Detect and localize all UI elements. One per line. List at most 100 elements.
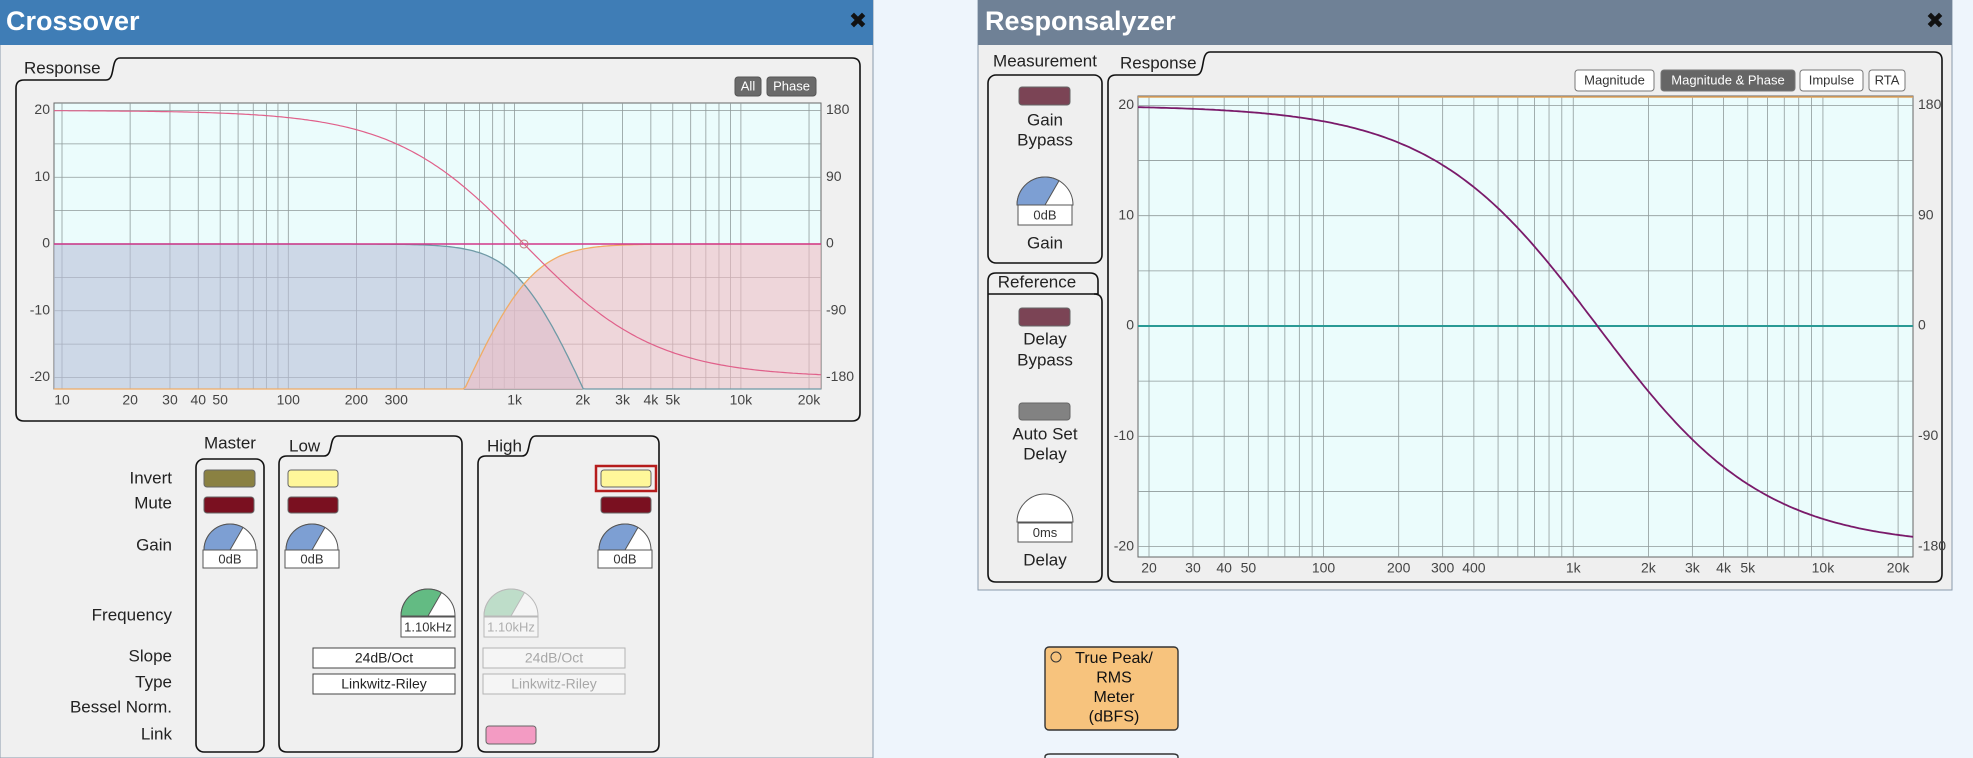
y2-tick-label: 0 [1918, 317, 1926, 333]
mute-button[interactable] [287, 496, 339, 514]
next-block-edge [1044, 753, 1179, 758]
highpass-area [54, 244, 821, 389]
title-bar [978, 0, 1952, 45]
x-tick-label: 300 [1431, 560, 1455, 576]
meter-block[interactable] [1044, 646, 1179, 731]
x-tick-label: 200 [1387, 560, 1411, 576]
view-tab[interactable] [1660, 69, 1796, 92]
delay-bypass-button[interactable] [1018, 307, 1071, 327]
y2-tick-label: -90 [1918, 427, 1938, 443]
label: Meter [1094, 689, 1136, 706]
view-button[interactable] [766, 76, 817, 97]
x-tick-label: 400 [1462, 560, 1486, 576]
x-tick-label: 2k [575, 392, 591, 408]
x-tick-label: 3k [615, 392, 631, 408]
y-tick-label: 20 [1118, 96, 1134, 112]
x-tick-label: 5k [1740, 560, 1756, 576]
knob-fill [1016, 176, 1060, 206]
knob-fill [400, 588, 443, 617]
value-text: Linkwitz-Riley [511, 676, 597, 692]
label: Gain [1027, 233, 1063, 252]
label: True Peak/ [1075, 650, 1153, 667]
x-tick-label: 20 [1141, 560, 1157, 576]
low-box [278, 435, 463, 753]
value-box [312, 673, 456, 695]
knob-fill [598, 523, 639, 551]
value-text: 0dB [300, 551, 323, 566]
y-tick-label: -10 [1114, 427, 1134, 443]
value-box [312, 647, 456, 669]
y-tick-label: -10 [30, 301, 50, 317]
x-tick-label: 10k [730, 392, 754, 408]
value-text: 0dB [218, 551, 241, 566]
knob[interactable] [483, 588, 539, 617]
master-box [195, 458, 265, 753]
x-tick-label: 100 [1312, 560, 1336, 576]
section-label: Measurement [993, 51, 1097, 70]
view-button[interactable] [734, 76, 762, 97]
tab-label: Magnitude & Phase [1671, 72, 1784, 87]
x-tick-label: 10 [54, 392, 70, 408]
x-tick-label: 50 [212, 392, 228, 408]
invert-button[interactable] [203, 469, 256, 488]
y-tick-label: 0 [42, 235, 50, 251]
value-text: 24dB/Oct [355, 650, 413, 666]
x-tick-label: 10k [1812, 560, 1836, 576]
row-label: Slope [129, 646, 172, 665]
button-label: Phase [773, 78, 810, 93]
section-label: High [487, 436, 522, 455]
value-box [482, 647, 626, 669]
lowpass-area [54, 244, 821, 389]
value-text: 0dB [613, 551, 636, 566]
panel-label: Response [24, 58, 101, 77]
crossover-point[interactable] [519, 239, 529, 249]
x-tick-label: 4k [643, 392, 659, 408]
phase-curve [54, 110, 822, 376]
invert-button[interactable] [600, 469, 652, 488]
label: Auto Set [1012, 424, 1077, 443]
view-tab[interactable] [1799, 69, 1864, 92]
x-tick-label: 50 [1241, 560, 1257, 576]
label: (dBFS) [1089, 709, 1140, 726]
x-tick-label: 20 [122, 392, 138, 408]
section-label: Reference [998, 272, 1076, 291]
label: Bypass [1017, 350, 1073, 369]
tab-label: Magnitude [1584, 72, 1645, 87]
auto-set-delay-button[interactable] [1018, 402, 1071, 421]
invert-button[interactable] [287, 469, 339, 488]
knob[interactable] [1016, 493, 1074, 523]
x-tick-label: 40 [1216, 560, 1232, 576]
label: RMS [1096, 670, 1132, 687]
view-tab[interactable] [1574, 69, 1655, 92]
x-tick-label: 20k [798, 392, 822, 408]
link-button[interactable] [485, 725, 537, 745]
mute-button[interactable] [203, 496, 255, 514]
focus-ring [594, 464, 658, 493]
y2-tick-label: 180 [1918, 96, 1942, 112]
row-label: Bessel Norm. [70, 697, 172, 716]
knob-fill [285, 523, 326, 551]
close-button[interactable]: ✖ [1926, 8, 1944, 33]
value-text: 1.10kHz [487, 619, 535, 634]
disabled-group: 1.10kHz 24dB/Oct Linkwitz-Riley [482, 588, 626, 695]
section-label: Low [289, 436, 321, 455]
close-button[interactable]: ✖ [849, 8, 867, 33]
tab-label: RTA [1875, 72, 1900, 87]
meter-port [1050, 651, 1062, 663]
gain-bypass-button[interactable] [1018, 86, 1071, 106]
mute-button[interactable] [600, 496, 652, 514]
button-label: All [741, 78, 756, 93]
x-tick-label: 4k [1716, 560, 1732, 576]
view-tab[interactable] [1868, 69, 1906, 92]
value-text: 0ms [1033, 525, 1058, 540]
value-box [597, 549, 653, 569]
window-title: Responsalyzer [985, 6, 1176, 36]
knob-fill [483, 588, 526, 617]
y2-tick-label: 180 [826, 101, 850, 117]
x-tick-label: 5k [665, 392, 681, 408]
label: Delay [1023, 329, 1067, 348]
x-tick-label: 1k [1566, 560, 1582, 576]
response-panel [15, 57, 861, 422]
x-tick-label: 200 [345, 392, 369, 408]
